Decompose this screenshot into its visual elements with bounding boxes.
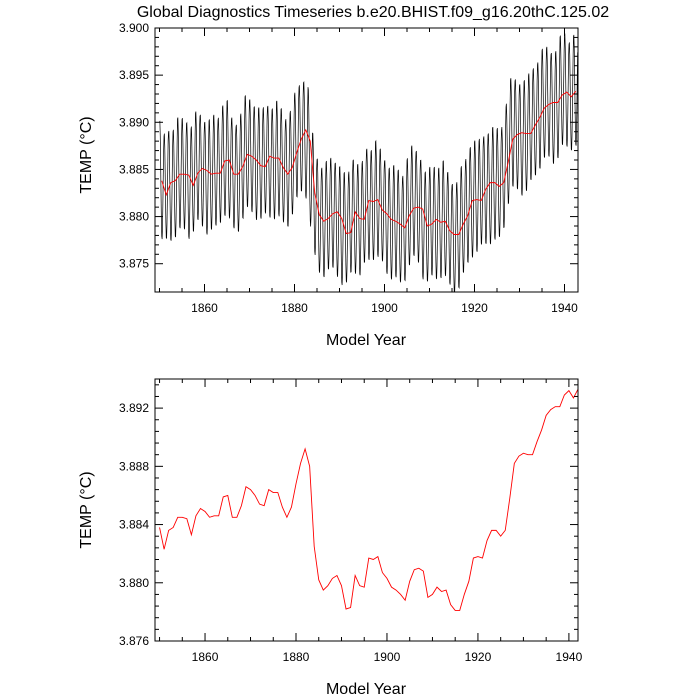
top-y-tick-label: 3.895 xyxy=(119,68,149,82)
top-y-tick-label: 3.885 xyxy=(119,162,149,176)
bottom-plot-frame xyxy=(154,378,579,642)
top-y-tick-label: 3.875 xyxy=(119,257,149,271)
top-x-axis-label: Model Year xyxy=(326,332,407,349)
top-x-tick-label: 1880 xyxy=(281,301,308,315)
bottom-x-tick-label: 1900 xyxy=(374,650,401,664)
top-x-tick-label: 1900 xyxy=(371,301,398,315)
bottom-x-axis-label: Model Year xyxy=(326,681,407,698)
bottom-x-tick-label: 1860 xyxy=(192,650,219,664)
top-x-tick-label: 1920 xyxy=(461,301,488,315)
top-x-tick-label: 1940 xyxy=(551,301,578,315)
bottom-x-tick-label: 1920 xyxy=(465,650,492,664)
bottom-y-tick-label: 3.892 xyxy=(119,401,149,415)
top-chart: Model Year TEMP (°C) 1860 1880 1900 1920 194… xyxy=(78,21,579,349)
bottom-x-tick-label: 1940 xyxy=(556,650,583,664)
top-series-annual-mean xyxy=(161,90,577,235)
top-x-tick-label: 1860 xyxy=(191,301,218,315)
top-y-tick-label: 3.890 xyxy=(119,115,149,129)
bottom-y-axis-label: TEMP (°C) xyxy=(78,471,95,548)
bottom-y-tick-label: 3.880 xyxy=(119,576,149,590)
top-y-tick-label: 3.900 xyxy=(119,21,149,35)
bottom-y-tick-label: 3.876 xyxy=(119,634,149,648)
bottom-y-tick-label: 3.884 xyxy=(119,518,149,532)
bottom-x-tick-label: 1880 xyxy=(283,650,310,664)
bottom-series-annual-mean xyxy=(159,388,578,611)
chart-title: Global Diagnostics Timeseries b.e20.BHIS… xyxy=(137,4,609,21)
top-y-tick-label: 3.880 xyxy=(119,210,149,224)
top-y-axis-label: TEMP (°C) xyxy=(78,116,95,193)
bottom-chart: Model Year TEMP (°C) 1860 1880 1900 1920 194… xyxy=(78,378,583,698)
top-series-monthly xyxy=(159,33,578,292)
bottom-y-tick-label: 3.888 xyxy=(119,459,149,473)
